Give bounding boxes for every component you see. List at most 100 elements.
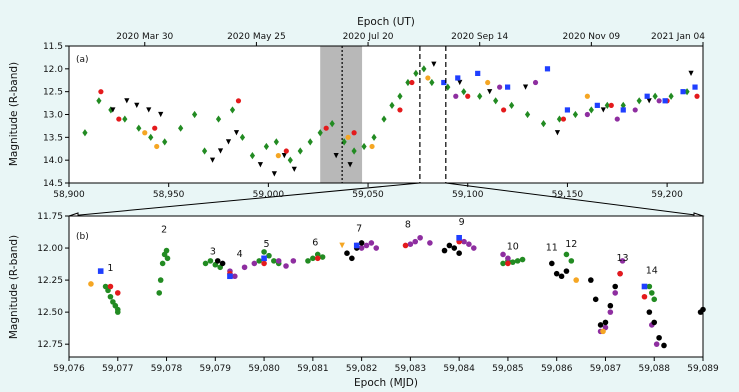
panel-a-point: [317, 129, 323, 137]
panel-a-point: [636, 97, 642, 105]
panel-b-x-tick-label: 59,088: [638, 364, 670, 374]
panel-a-point: [429, 78, 435, 87]
panel-a-point: [584, 111, 590, 118]
panel-b-point: [314, 255, 321, 262]
panel-b-point: [656, 334, 662, 341]
panel-b-point: [651, 296, 658, 303]
flare-label: 3: [210, 246, 216, 257]
panel-a-point: [620, 101, 626, 109]
panel-b-point: [207, 258, 214, 264]
panel-a-x-tick-label: 59,100: [452, 190, 484, 200]
panel-a: 58,900 58,950 59,000 59,050 59,100 59,150 59,2…: [8, 16, 705, 200]
panel-a-top-tick-label: 2020 Mar 30: [116, 32, 173, 42]
panel-a-y-tick-label: 14.5: [43, 179, 63, 189]
panel-b-point: [214, 258, 221, 264]
panel-b-x-label: Epoch (MJD): [354, 377, 418, 389]
panel-a-point: [281, 153, 287, 159]
panel-a-y-tick-label: 14.0: [43, 156, 63, 166]
panel-a-point: [646, 98, 652, 104]
panel-a-point: [544, 66, 551, 72]
panel-a-point: [136, 124, 142, 132]
panel-a-point: [662, 98, 668, 104]
panel-b-y-tick-label: 12.00: [37, 244, 63, 254]
panel-b-point: [202, 260, 209, 267]
flare-label: 2: [161, 225, 167, 236]
panel-a-point: [273, 138, 279, 146]
panel-a-point: [455, 75, 461, 81]
panel-b-point: [607, 302, 614, 309]
panel-a-y-tick-label: 11.5: [43, 42, 63, 52]
panel-a-point: [297, 147, 303, 155]
panel-a-label: (a): [76, 55, 89, 65]
panel-a-point: [225, 139, 232, 145]
zoom-connector-lines: [67, 182, 705, 220]
panel-b-point: [163, 247, 170, 254]
panel-b-point: [261, 260, 267, 267]
panel-a-frame: [68, 45, 704, 184]
panel-a-point: [257, 162, 263, 168]
panel-a-point: [564, 107, 571, 113]
panel-a-point: [287, 156, 293, 164]
panel-b-point: [619, 258, 626, 264]
panel-a-point: [477, 92, 483, 100]
panel-b-point: [653, 341, 660, 347]
panel-a-point: [556, 115, 563, 123]
flare-label: 10: [507, 241, 519, 252]
panel-b-x-tick-label: 59,082: [346, 364, 378, 374]
panel-b-point: [505, 260, 511, 267]
panel-b-x-tick-label: 59,089: [687, 364, 719, 374]
panel-b-x-tick-label: 59,084: [443, 364, 475, 374]
panel-a-point: [405, 78, 411, 87]
panel-b-point: [363, 242, 370, 249]
panel-b-point: [402, 242, 409, 249]
panel-a-point: [644, 93, 650, 99]
panel-a-x-tick-label: 59,050: [352, 190, 384, 200]
panel-a-point: [329, 120, 335, 128]
panel-a-point: [158, 111, 164, 118]
panel-a-point: [572, 110, 579, 119]
panel-a-point: [632, 107, 638, 113]
panel-a-point: [217, 148, 224, 154]
panel-b-point: [597, 322, 604, 328]
panel-b-point: [700, 306, 706, 313]
flare-label: 7: [356, 223, 362, 234]
panel-a-point: [604, 101, 610, 109]
panel-a-point: [584, 93, 590, 99]
panel-b-point: [612, 283, 619, 290]
panel-b-point: [283, 263, 289, 269]
zoom-window-lines: [419, 46, 447, 183]
panel-a-point: [485, 79, 491, 86]
panel-a-point: [263, 142, 269, 151]
panel-a-point: [445, 83, 451, 91]
panel-b-point: [500, 251, 506, 258]
top-axis-label: Epoch (UT): [357, 16, 415, 28]
flare-label: 5: [263, 239, 269, 250]
panel-a-point: [524, 110, 531, 119]
panel-b-point: [441, 247, 448, 254]
panel-b-point: [549, 260, 555, 267]
panel-a-point: [239, 133, 246, 141]
panel-b-point: [261, 255, 267, 262]
panel-b-point: [349, 255, 355, 262]
panel-b-point: [648, 290, 655, 296]
panel-b-x-tick-label: 59,080: [248, 364, 280, 374]
panel-a-point: [235, 98, 242, 104]
panel-a-y-tick-label: 13.5: [43, 133, 63, 143]
panel-b-y-ticks: 11.75 12.00 12.25 12.50 12.75: [37, 212, 69, 350]
panel-b-point: [319, 254, 326, 260]
flare-label: 13: [616, 253, 628, 264]
panel-b-point: [558, 273, 565, 280]
panel-a-point: [162, 138, 168, 146]
panel-b-point: [451, 245, 458, 251]
panel-b-point: [568, 258, 575, 264]
panel-a-point: [453, 93, 459, 99]
panel-b-point: [646, 283, 653, 290]
flare-label: 11: [546, 243, 558, 254]
panel-b-data-points: [88, 234, 706, 349]
panel-b-point: [227, 273, 233, 280]
flare-label: 8: [405, 220, 411, 231]
panel-a-point: [475, 70, 481, 76]
panel-a-point: [201, 147, 208, 155]
panel-a-point: [249, 152, 256, 160]
